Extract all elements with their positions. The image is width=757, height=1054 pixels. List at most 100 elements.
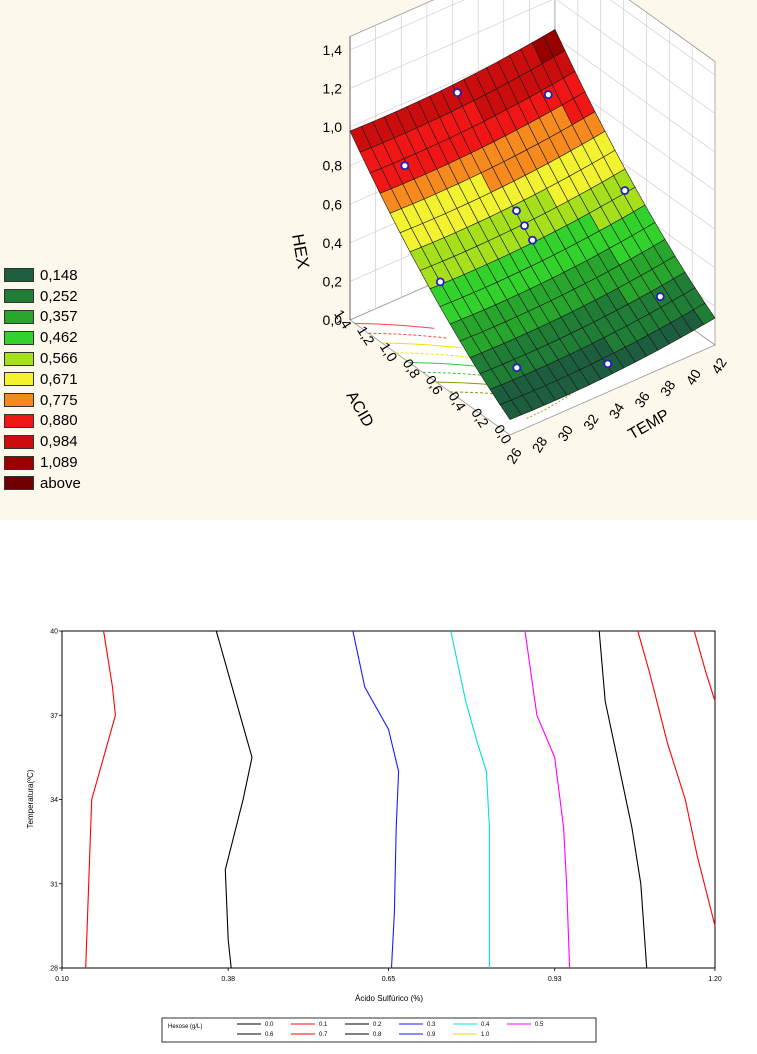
contour-legend-label: 0.0 xyxy=(265,1022,274,1028)
wall-gridline xyxy=(349,0,716,76)
legend-swatch xyxy=(4,268,34,283)
surface-legend-item: 0,775 xyxy=(4,390,81,411)
legend-label: 1,089 xyxy=(40,454,78,472)
legend-label: above xyxy=(40,474,81,492)
temp-tick-label: 30 xyxy=(554,422,576,444)
surface-legend-item: 0,880 xyxy=(4,411,81,432)
design-point xyxy=(655,292,665,302)
contour-line-0-4 xyxy=(450,630,490,968)
contour-legend-label: 0.6 xyxy=(265,1032,274,1038)
design-point xyxy=(400,161,410,171)
temp-tick-label: 26 xyxy=(503,445,525,467)
contour-x-axis-label: Ácido Sulfúrico (%) xyxy=(355,994,423,1003)
contour-legend-label: 1.0 xyxy=(481,1032,490,1038)
x-tick-label: 0.65 xyxy=(382,976,396,983)
y-tick-label: 40 xyxy=(50,629,58,636)
z-tick-label: 1,2 xyxy=(323,81,343,97)
contour-line-0-8 xyxy=(693,630,716,702)
z-tick-label: 1,0 xyxy=(323,119,343,135)
surface-plot: 1,41,21,00,80,60,40,20,01,41,21,00,80,60… xyxy=(288,0,730,467)
temp-tick-label: 42 xyxy=(708,355,730,377)
contour-line-0-1 xyxy=(85,630,116,969)
design-point xyxy=(452,88,462,97)
legend-swatch xyxy=(4,289,34,304)
legend-swatch xyxy=(4,351,34,366)
legend-swatch xyxy=(4,476,34,491)
temp-tick-label: 36 xyxy=(631,389,653,411)
temp-axis-label: TEMP xyxy=(626,407,673,444)
surface-legend-item: 0,566 xyxy=(4,348,81,369)
z-tick-label: 0,0 xyxy=(323,312,343,328)
wall-gridline xyxy=(349,0,716,114)
contour-legend-label: 0.2 xyxy=(373,1022,382,1028)
legend-swatch xyxy=(4,455,34,470)
legend-label: 0,148 xyxy=(40,266,78,284)
design-point xyxy=(435,277,445,287)
contour-line-0-6 xyxy=(598,630,648,969)
legend-label: 0,775 xyxy=(40,391,78,409)
surface-legend-item: 0,357 xyxy=(4,307,81,328)
contour-x-ticks: 0.10 0.38 0.65 0.93 1.20 xyxy=(55,968,722,983)
contour-legend-box xyxy=(161,1017,597,1043)
design-point xyxy=(528,235,537,245)
floor-contour-line xyxy=(354,322,435,329)
z-axis-label: HEX xyxy=(288,232,313,270)
legend-swatch xyxy=(4,330,34,345)
temp-tick-label: 40 xyxy=(682,366,704,388)
design-points xyxy=(400,88,665,373)
floor-contour-line xyxy=(395,352,476,359)
surface-legend-item: 0,462 xyxy=(4,327,81,348)
contour-line-0-3 xyxy=(352,630,400,969)
legend-swatch xyxy=(4,309,34,324)
floor-contour-line xyxy=(409,362,489,368)
contour-legend-label: 0.3 xyxy=(427,1022,436,1028)
design-point xyxy=(620,186,630,195)
surface-legend-item: 0,671 xyxy=(4,369,81,390)
design-point xyxy=(520,221,529,231)
legend-label: 0,252 xyxy=(40,287,78,305)
contour-lines xyxy=(85,630,716,969)
surface-legend-item: 1,089 xyxy=(4,452,81,473)
x-tick-label: 0.38 xyxy=(221,976,235,983)
legend-swatch xyxy=(4,413,34,428)
legend-label: 0,984 xyxy=(40,433,78,451)
surface-legend-item: 0,252 xyxy=(4,286,81,307)
contour-legend-title: Hexose (g/L) xyxy=(168,1024,202,1030)
design-point xyxy=(512,363,522,373)
y-tick-label: 34 xyxy=(50,797,58,804)
legend-label: 0,462 xyxy=(40,329,78,347)
legend-label: 0,671 xyxy=(40,370,78,388)
floor-contour-line xyxy=(368,332,448,339)
contour-plot-frame xyxy=(61,630,716,969)
contour-legend-label: 0.9 xyxy=(427,1032,436,1038)
z-tick-label: 0,6 xyxy=(323,196,343,212)
temp-tick-label: 28 xyxy=(529,434,551,456)
legend-swatch xyxy=(4,393,34,408)
legend-label: 0,566 xyxy=(40,350,78,368)
contour-line-0-7 xyxy=(637,630,716,927)
response-surface xyxy=(349,28,716,420)
acid-axis-label: ACID xyxy=(343,389,377,431)
contour-line-0-5 xyxy=(524,630,571,969)
contour-legend-label: 0.1 xyxy=(319,1022,328,1028)
contour-y-axis-label: Temperatura(ºC) xyxy=(26,769,35,828)
contour-legend-label: 0.5 xyxy=(535,1022,544,1028)
contour-legend-label: 0.8 xyxy=(373,1032,382,1038)
design-point xyxy=(543,90,553,99)
surface-legend-item: 0,148 xyxy=(4,265,81,286)
surface-legend: 0,148 0,252 0,357 0,462 0,566 0,671 0,775 0,880… xyxy=(4,265,81,494)
legend-label: 0,357 xyxy=(40,308,78,326)
contour-plot: 0.10 0.38 0.65 0.93 1.20 40 37 34 31 28 Ácido Su… xyxy=(26,629,722,1043)
surface-patch xyxy=(693,302,716,326)
contour-legend: Hexose (g/L) 0.0 0.1 0.2 0.3 0.4 0.5 0.6 0.7 0.8… xyxy=(161,1017,597,1043)
surface-legend-item: above xyxy=(4,473,81,494)
y-tick-label: 31 xyxy=(50,881,58,888)
contour-legend-label: 0.4 xyxy=(481,1022,490,1028)
z-tick-label: 0,4 xyxy=(323,235,343,251)
contour-line-0-2 xyxy=(215,630,253,969)
z-tick-label: 0,2 xyxy=(323,273,343,289)
contour-y-ticks: 40 37 34 31 28 xyxy=(50,629,62,973)
design-point xyxy=(603,359,613,369)
x-tick-label: 0.10 xyxy=(55,976,69,983)
surface-tick-labels: 1,41,21,00,80,60,40,20,01,41,21,00,80,60… xyxy=(323,42,730,467)
